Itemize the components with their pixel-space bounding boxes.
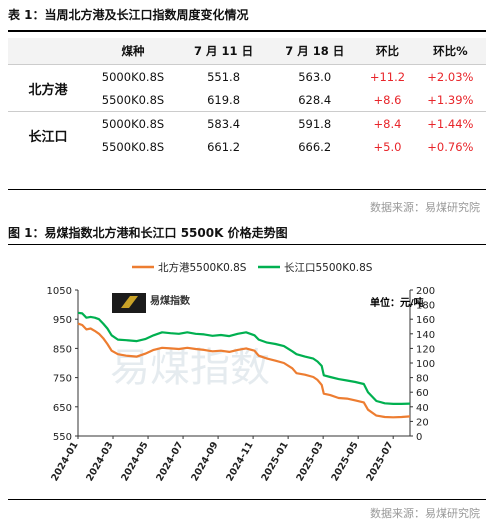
table-row: 长江口 5000K0.8S 583.4 591.8 +8.4 +1.44%	[8, 111, 486, 158]
table-bottom-rule	[8, 189, 486, 190]
chart-series	[77, 311, 411, 419]
value-jul11: 583.4	[178, 111, 270, 135]
figure-top-rule	[8, 244, 486, 245]
table-header-coal: 煤种	[88, 38, 178, 65]
table-header-jul11: 7 月 11 日	[178, 38, 270, 65]
y-tick-label-right: 200	[416, 286, 435, 297]
y-tick-label-right: 20	[416, 417, 429, 428]
table-caption: 表 1：当周北方港及长江口指数周度变化情况	[8, 8, 249, 22]
svg-text:易煤指数: 易煤指数	[110, 345, 270, 391]
y-tick-label-right: 140	[416, 330, 435, 341]
y-tick-label-right: 80	[416, 374, 429, 385]
table-top-rule	[8, 30, 486, 32]
coal-type: 5500K0.8S	[101, 139, 165, 154]
table-row: 北方港 5000K0.8S 551.8 563.0 +11.2 +2.03%	[8, 64, 486, 112]
y-tick-label-left: 550	[53, 432, 72, 443]
yimei-index-logo: 易煤指数	[112, 293, 191, 313]
chart-legend: 北方港5500K0.8S 长江口5500K0.8S	[132, 261, 373, 274]
value-jul18: 628.4	[298, 92, 332, 107]
coal-type: 5000K0.8S	[88, 64, 178, 88]
figure-source-note: 数据来源：易煤研究院	[370, 507, 480, 520]
value-change: +11.2	[360, 64, 415, 88]
y-tick-label-right: 60	[416, 388, 429, 399]
y-tick-label-right: 0	[416, 432, 422, 443]
table-header-group	[8, 38, 88, 65]
value-change-pct: +1.44%	[414, 111, 486, 135]
logo-stripe	[121, 296, 138, 308]
value-jul18: 591.8	[269, 111, 361, 135]
value-jul18: 666.2	[298, 139, 332, 154]
table-source-note: 数据来源：易煤研究院	[370, 201, 480, 214]
value-change-pct: +1.39%	[427, 92, 474, 107]
y-tick-label-right: 40	[416, 403, 429, 414]
x-tick-label: 2024-03	[84, 440, 115, 483]
x-tick-label: 2024-11	[224, 440, 255, 483]
group-north-port: 北方港	[8, 64, 88, 112]
figure-bottom-rule	[8, 499, 486, 500]
weekly-change-table: 煤种 7 月 11 日 7 月 18 日 环比 环比% 北方港 5000K0.8…	[8, 38, 486, 158]
y-tick-label-right: 180	[416, 301, 435, 312]
value-change: +8.6	[373, 92, 402, 107]
x-tick-label: 2024-09	[189, 440, 220, 483]
y-tick-label-right: 100	[416, 359, 435, 370]
y-tick-label-right: 120	[416, 344, 435, 355]
legend-label: 长江口5500K0.8S	[284, 262, 373, 274]
y-tick-label-left: 950	[53, 315, 72, 326]
value-change-pct: +2.03%	[414, 64, 486, 88]
y-tick-label-right: 160	[416, 315, 435, 326]
table-row: 5500K0.8S 619.8 628.4 +8.6 +1.39%	[8, 88, 486, 112]
x-tick-label: 2025-01	[259, 440, 290, 483]
y-tick-label-left: 750	[53, 374, 72, 385]
table-header-jul18: 7 月 18 日	[269, 38, 361, 65]
coal-type: 5500K0.8S	[101, 92, 165, 107]
table-row: 5500K0.8S 661.2 666.2 +5.0 +0.76%	[8, 135, 486, 158]
y-tick-label-left: 1050	[47, 286, 72, 297]
value-jul11: 551.8	[178, 64, 270, 88]
y-tick-label-left: 850	[53, 344, 72, 355]
x-tick-label: 2025-05	[329, 440, 360, 483]
price-trend-chart: 易煤指数 易煤指数 550 650 750 850 950 1050 0 20 40 60 80 10…	[47, 261, 436, 483]
x-tick-label: 2024-05	[119, 440, 150, 483]
series-line-north-port	[77, 322, 411, 419]
x-tick-label: 2024-01	[49, 440, 80, 483]
value-jul18: 563.0	[269, 64, 361, 88]
x-tick-label: 2024-07	[154, 440, 185, 483]
table-header-change-pct: 环比%	[414, 38, 486, 65]
unit-label: 单位：元/吨	[370, 296, 424, 309]
coal-type: 5000K0.8S	[88, 111, 178, 135]
x-tick-label: 2025-03	[294, 440, 325, 483]
value-change-pct: +0.76%	[427, 139, 474, 154]
value-change: +8.4	[360, 111, 415, 135]
group-yangtze-estuary: 长江口	[8, 111, 88, 158]
table-header-change: 环比	[360, 38, 415, 65]
legend-label: 北方港5500K0.8S	[158, 261, 247, 274]
series-line-yangtze-estuary	[77, 311, 411, 405]
value-jul11: 619.8	[207, 92, 241, 107]
watermark: 易煤指数	[110, 345, 270, 391]
y-tick-label-left: 650	[53, 403, 72, 414]
table-header-row: 煤种 7 月 11 日 7 月 18 日 环比 环比%	[8, 38, 486, 65]
x-tick-label: 2025-07	[364, 440, 395, 483]
value-jul11: 661.2	[207, 139, 241, 154]
logo-text: 易煤指数	[150, 294, 191, 307]
value-change: +5.0	[373, 139, 402, 154]
figure-caption: 图 1：易煤指数北方港和长江口 5500K 价格走势图	[8, 226, 288, 240]
